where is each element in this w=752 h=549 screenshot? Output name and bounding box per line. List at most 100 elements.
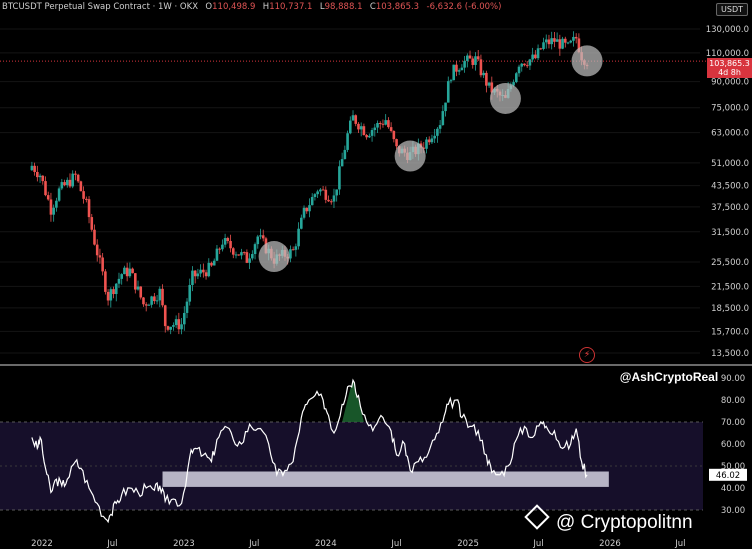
- candle-body: [425, 139, 428, 149]
- brand-text: @ Cryptopolitnn: [556, 512, 693, 533]
- candle-body: [387, 120, 390, 128]
- candle-body: [517, 66, 521, 74]
- candle-body: [520, 63, 524, 67]
- candle-body: [161, 288, 164, 306]
- time-tick-label: 2025: [457, 539, 479, 549]
- price-tick-label: 13,500.0: [711, 349, 749, 359]
- candle-body: [93, 229, 96, 245]
- candle-body: [147, 304, 151, 306]
- close-value: 103,865.3: [375, 2, 420, 12]
- candle-body: [316, 191, 319, 195]
- price-tick-label: 31,500.0: [711, 228, 749, 238]
- candle-body: [36, 171, 39, 178]
- candle-body: [365, 135, 368, 138]
- time-tick-label: 2024: [315, 539, 337, 549]
- time-axis: 2022 Jul 2023 Jul 2024 Jul 2025 Jul 2026 Jul: [31, 539, 685, 549]
- candle-body: [346, 133, 349, 150]
- candle-body: [362, 126, 366, 136]
- candle-body: [144, 304, 148, 306]
- lightning-icon[interactable]: ⚡: [579, 347, 595, 363]
- candle-body: [531, 54, 534, 60]
- candle-body: [550, 38, 553, 45]
- candle-body: [215, 248, 219, 261]
- candle-body: [422, 147, 426, 149]
- candle-body: [357, 123, 360, 130]
- candle-body: [38, 175, 42, 178]
- candle-body: [487, 82, 491, 86]
- candle-body: [378, 122, 382, 124]
- candle-body: [343, 149, 347, 160]
- open-value: 110,498.9: [212, 2, 256, 12]
- rsi-value-label: 46.02: [716, 471, 740, 481]
- candle-body: [471, 58, 475, 65]
- watermark-handle: @AshCryptoReal: [619, 370, 719, 384]
- price-grid: [0, 28, 700, 354]
- candle-body: [291, 249, 295, 251]
- candle-body: [577, 38, 581, 53]
- candle-body: [218, 248, 221, 250]
- candle-body: [392, 130, 396, 140]
- candle-body: [463, 60, 466, 68]
- candlestick-series: [30, 31, 589, 335]
- time-tick-label: 2022: [31, 539, 53, 549]
- candle-body: [204, 272, 208, 277]
- candle-body: [30, 165, 34, 171]
- candle-body: [569, 40, 573, 43]
- rsi-line: [31, 378, 588, 524]
- candle-body: [202, 269, 205, 273]
- candle-body: [321, 189, 325, 191]
- candle-body: [95, 244, 99, 256]
- candle-body: [561, 38, 564, 49]
- candle-body: [368, 135, 371, 138]
- candle-body: [482, 72, 485, 76]
- candle-body: [572, 36, 575, 41]
- current-price-value: 103,865.3: [709, 59, 750, 68]
- candle-body: [242, 252, 246, 254]
- candle-body: [79, 181, 83, 192]
- open-label: O: [205, 2, 213, 12]
- candle-body: [237, 254, 241, 256]
- candle-body: [174, 319, 178, 326]
- rsi-overbought-fill: [342, 380, 364, 422]
- candle-body: [226, 238, 230, 241]
- candle-body: [240, 252, 243, 256]
- candle-body: [384, 120, 387, 125]
- candle-body: [305, 207, 309, 212]
- candle-body: [373, 127, 377, 131]
- low-value: 98,888.1: [324, 2, 363, 12]
- candle-body: [310, 196, 314, 206]
- candle-body: [523, 63, 526, 66]
- candle-body: [441, 111, 445, 126]
- candle-body: [52, 207, 55, 215]
- candle-body: [294, 246, 298, 250]
- candle-body: [300, 217, 303, 229]
- bar-countdown: 4d 8h: [718, 68, 741, 77]
- candle-body: [85, 198, 88, 200]
- highlight-circle: [571, 45, 603, 77]
- rsi-background: [0, 421, 703, 511]
- highlight-circle: [394, 140, 426, 172]
- current-price-badge: 103,865.3 4d 8h: [707, 58, 752, 78]
- change-value: -6,632.6 (-6.00%): [426, 2, 502, 12]
- candle-body: [457, 70, 461, 72]
- rsi-axis: 90.00 80.00 70.00 60.00 50.00 40.00 30.00 46.02: [709, 374, 747, 516]
- candle-body: [444, 102, 447, 112]
- price-tick-label: 21,500.0: [711, 282, 749, 292]
- candle-body: [485, 72, 488, 86]
- candle-body: [251, 254, 254, 259]
- candle-body: [319, 189, 322, 192]
- candle-body: [329, 201, 333, 203]
- candle-body: [354, 115, 358, 124]
- candle-body: [446, 81, 450, 103]
- candle-body: [136, 286, 140, 290]
- candle-body: [259, 235, 262, 237]
- candle-body: [158, 288, 162, 301]
- candle-body: [71, 173, 75, 187]
- candle-body: [332, 195, 336, 202]
- currency-button[interactable]: USDT: [716, 3, 748, 16]
- rsi-tick-label: 50.00: [721, 462, 745, 472]
- candle-body: [49, 199, 53, 215]
- candle-body: [256, 236, 260, 245]
- candle-body: [512, 82, 515, 86]
